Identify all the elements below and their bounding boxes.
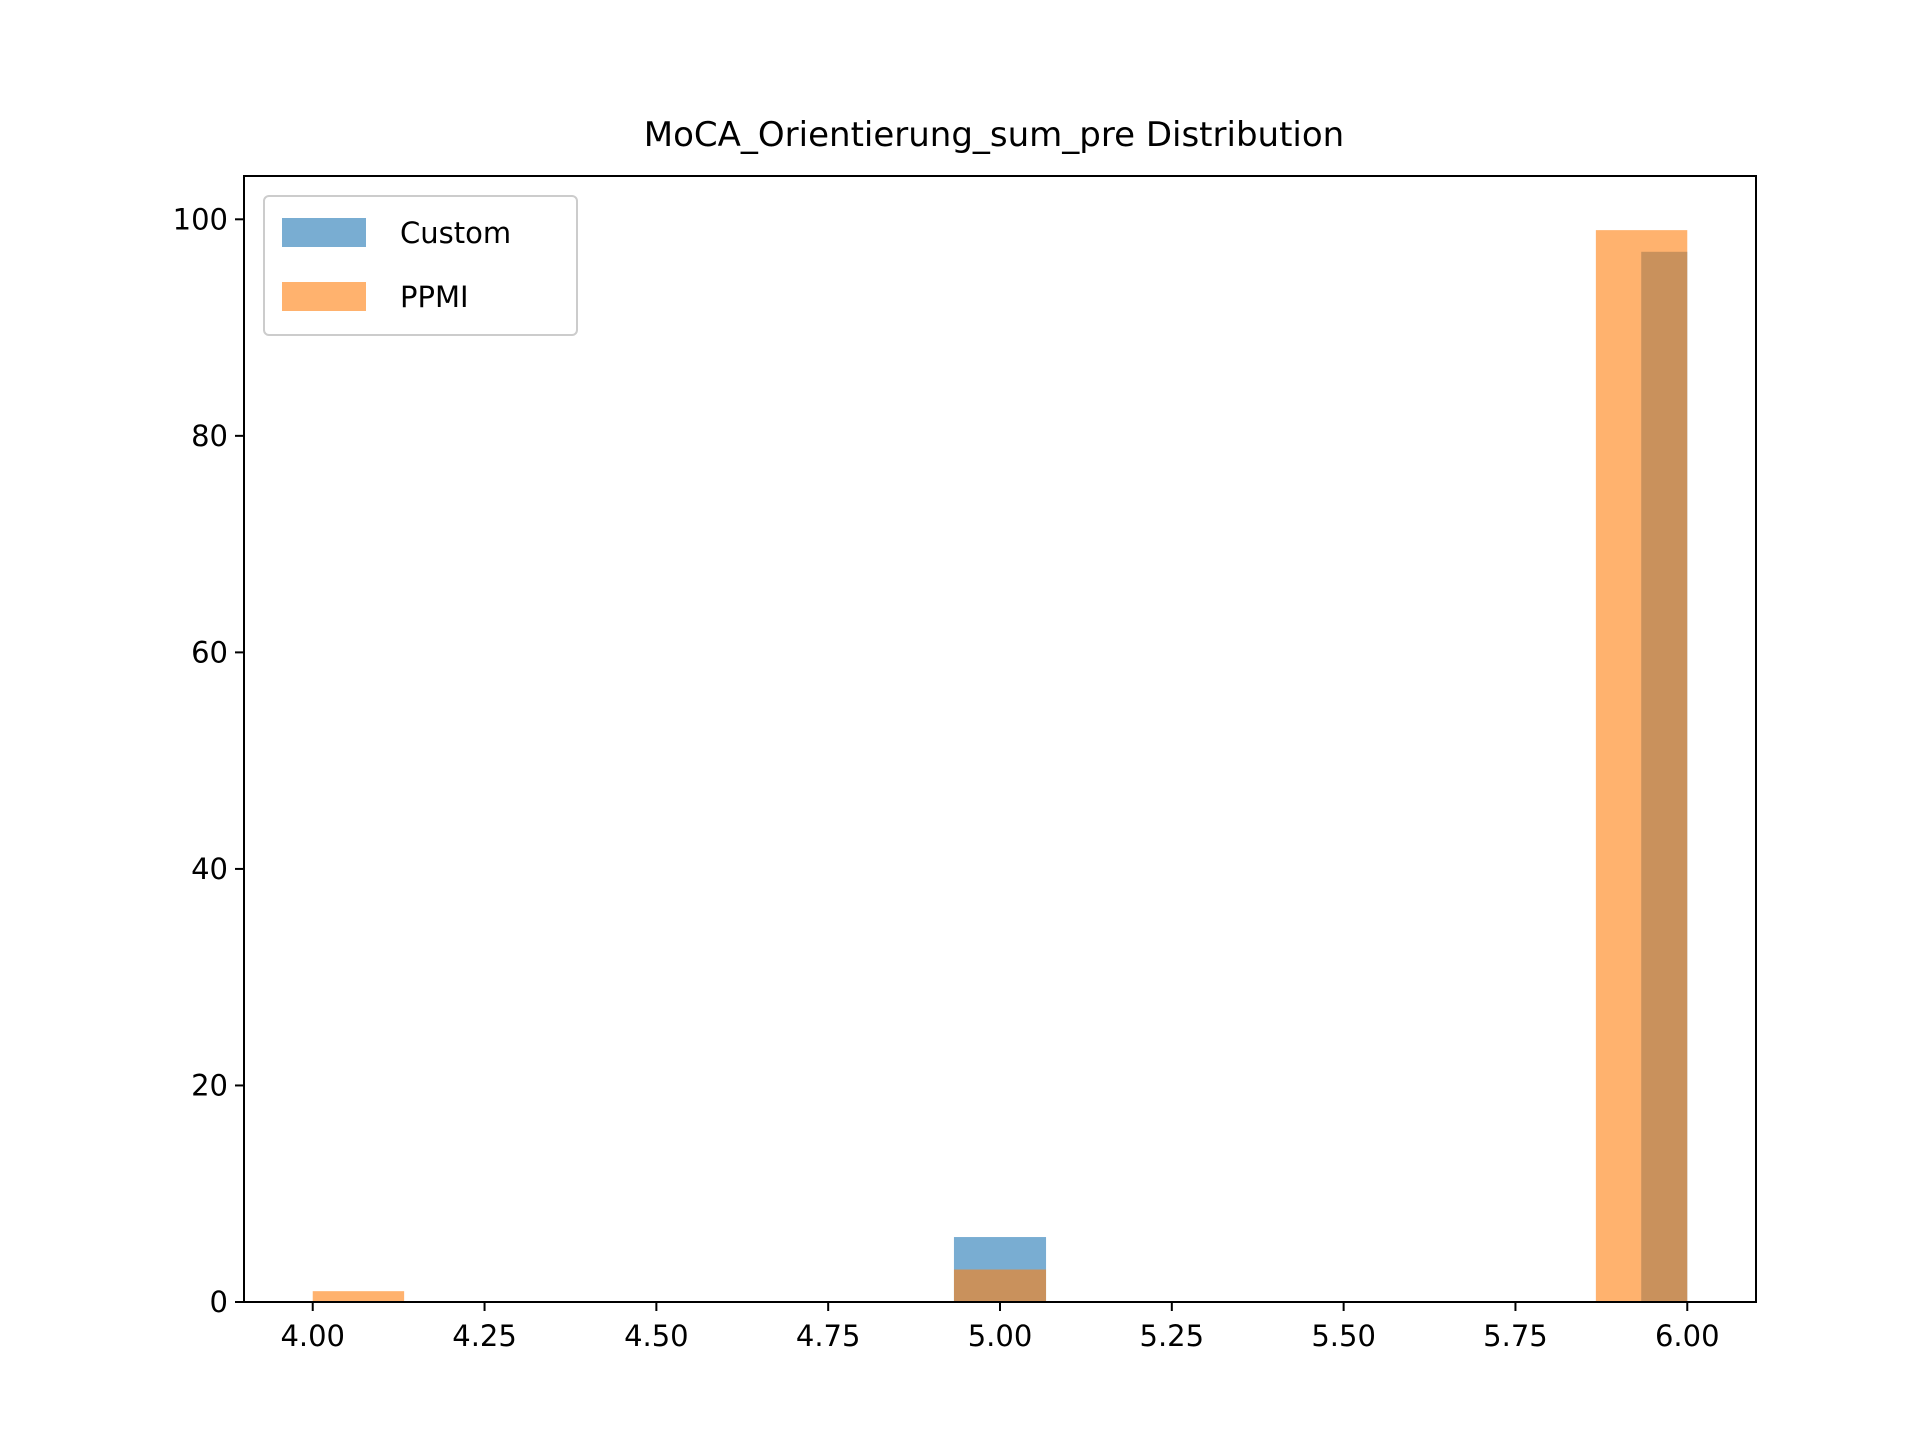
- legend-swatch-ppmi: [282, 282, 366, 311]
- bar-ppmi-0: [312, 1291, 405, 1302]
- legend-swatch-custom: [282, 218, 366, 247]
- y-tick-label: 80: [191, 419, 228, 453]
- x-axis: 4.00 4.25 4.50 4.75 5.00 5.25 5.50 5.75 6.00: [280, 1302, 1720, 1353]
- y-tick-label: 40: [191, 852, 228, 886]
- x-tick-label: 4.25: [452, 1319, 517, 1353]
- x-tick-label: 5.25: [1140, 1319, 1205, 1353]
- bar-ppmi-1: [953, 1269, 1047, 1302]
- bar-ppmi-2: [1595, 230, 1688, 1302]
- bars-layer: [312, 230, 1688, 1303]
- y-tick-label: 60: [191, 635, 228, 669]
- legend: Custom PPMI: [263, 195, 578, 336]
- y-tick-label: 20: [191, 1068, 228, 1102]
- y-tick-label: 100: [173, 202, 228, 236]
- x-tick-label: 5.00: [968, 1319, 1033, 1353]
- legend-label-ppmi: PPMI: [400, 280, 469, 314]
- x-tick-label: 4.75: [796, 1319, 861, 1353]
- y-axis: 0 20 40 60 80 100: [173, 202, 244, 1319]
- y-tick-label: 0: [210, 1285, 228, 1319]
- plot-frame: [243, 175, 1757, 1303]
- x-tick-label: 5.50: [1311, 1319, 1376, 1353]
- x-tick-label: 4.50: [624, 1319, 689, 1353]
- x-tick-label: 5.75: [1483, 1319, 1548, 1353]
- chart-title: MoCA_Orientierung_sum_pre Distribution: [644, 115, 1344, 155]
- legend-label-custom: Custom: [400, 216, 511, 250]
- x-tick-label: 4.00: [280, 1319, 345, 1353]
- x-tick-label: 6.00: [1655, 1319, 1720, 1353]
